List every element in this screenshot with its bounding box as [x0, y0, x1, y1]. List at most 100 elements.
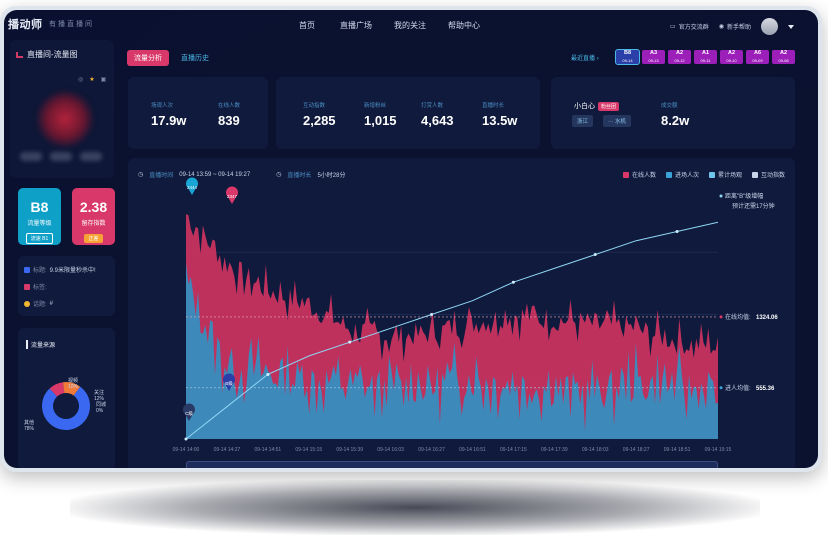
pie-label-pct: 0%: [96, 408, 104, 414]
series-total-point[interactable]: [266, 372, 270, 376]
recent-live-label: 最近直播 ›: [571, 53, 599, 62]
legend-interaction[interactable]: 互动指数: [751, 170, 785, 179]
x-tick-label: 09-14 19:15: [705, 447, 732, 453]
x-tick-label: 09-14 15:39: [336, 447, 363, 453]
bookmark-icon: [24, 266, 30, 273]
stat-value: 2,285: [303, 113, 336, 128]
online-mean-value: 1324.06: [756, 315, 778, 321]
chip-date: 09-14: [622, 58, 633, 63]
chart-header: ◷ 直播时间 09-14 13:59 ~ 09-14 19:27 ◷ 直播时长 …: [138, 170, 345, 180]
pie-label-text: 关注: [94, 390, 105, 396]
stat-new-fans: 新增粉丝 1,015: [364, 101, 397, 128]
chevron-down-icon[interactable]: [788, 24, 794, 29]
retention-value: 2.38: [79, 199, 108, 215]
recent-live-chip[interactable]: B8 09-14: [615, 49, 640, 65]
legend-online[interactable]: 在线人数: [622, 170, 656, 179]
x-tick-label: 09-14 14:00: [173, 447, 200, 453]
x-tick-label: 09-14 17:39: [541, 447, 568, 453]
pie-slice[interactable]: [42, 386, 90, 430]
stat-tippers: 打赏人数 4,643: [421, 101, 454, 128]
checkbox-icon: [708, 171, 715, 178]
guide-link[interactable]: ◉ 新手帮助: [719, 22, 751, 31]
recent-live-chip[interactable]: A2 09-08: [772, 50, 795, 64]
info-key: 标题:: [33, 268, 47, 274]
pie-slice[interactable]: [62, 382, 81, 396]
fan-club-badge: 粉丝团: [598, 101, 620, 111]
chip-level: A3: [649, 50, 658, 56]
anchor-name-text: 小白心: [574, 103, 595, 110]
chip-level: A6: [753, 50, 762, 56]
page-title-text: 直播间-流量图: [27, 50, 78, 59]
tab-live-history[interactable]: 直播历史: [181, 55, 209, 62]
peak-entries-label: 2444: [187, 185, 198, 190]
level-marker-b-pin[interactable]: [223, 373, 235, 391]
stat-label: 成交额: [661, 103, 678, 109]
pie-slice[interactable]: [49, 382, 65, 397]
recent-live-text: 最近直播: [571, 56, 596, 62]
series-entries-area: [186, 262, 718, 439]
peak-entries-pin[interactable]: [186, 177, 198, 195]
chat-icon: ▭: [670, 24, 676, 30]
recent-live-chip[interactable]: A3 09-13: [642, 50, 665, 64]
eye-icon[interactable]: ◎: [78, 77, 84, 83]
series-total-point[interactable]: [184, 437, 188, 441]
flow-chart-panel: 在线均值: 1324.06 进人均值: 555.36 距离"B"级增幅 预计还需17分钟 2…: [128, 158, 795, 468]
level-marker-c-pin[interactable]: [183, 403, 195, 421]
engagement-stats-card: 互动指数 2,285 新增粉丝 1,015 打赏人数 4,643 直播时长 13…: [276, 77, 540, 149]
nav-home[interactable]: 首页: [299, 21, 315, 30]
series-total-point[interactable]: [348, 340, 352, 344]
recent-live-chip[interactable]: A6 09-09: [746, 50, 769, 64]
nav-live-square[interactable]: 直播广场: [340, 21, 372, 30]
star-icon[interactable]: ★: [89, 77, 95, 83]
page-title: 直播间-流量图: [16, 49, 78, 60]
chip-date: 09-08: [778, 58, 789, 63]
group-link[interactable]: ▭ 官方交流群: [670, 22, 709, 31]
recent-live-chip[interactable]: A2 09-12: [668, 50, 691, 64]
pie-label-pct: 10%: [68, 384, 79, 390]
brand-logo[interactable]: 播动师: [8, 19, 43, 31]
chip-level: A2: [779, 50, 788, 56]
top-right-actions: ▭ 官方交流群 ◉ 新手帮助: [670, 18, 794, 35]
device-shadow: [70, 480, 760, 535]
stat-value: 839: [218, 113, 240, 128]
legend-entries[interactable]: 进场人次: [665, 170, 699, 179]
user-avatar[interactable]: [761, 18, 778, 35]
online-mean-marker: [719, 315, 723, 319]
chevron-right-icon[interactable]: ›: [596, 56, 599, 62]
stat-label: 在线人数: [218, 103, 241, 109]
flow-level-card[interactable]: B8 流量等级 流速 B1: [18, 188, 61, 245]
legend-label: 在线人数: [631, 173, 656, 179]
legend-total[interactable]: 累计场观: [708, 170, 742, 179]
retention-label: 留存指数: [81, 221, 106, 227]
info-value: 9.9米限量秒杀中!: [49, 268, 96, 274]
stat-label: 互动指数: [303, 103, 326, 109]
pie-label-follow: 关注 12%: [94, 390, 104, 402]
nav-help[interactable]: 帮助中心: [448, 21, 480, 30]
share-icon[interactable]: ▣: [100, 77, 107, 83]
series-total-point[interactable]: [511, 280, 515, 284]
series-total-point[interactable]: [430, 313, 434, 316]
series-total-point[interactable]: [593, 253, 597, 257]
chart-icon: [16, 51, 23, 58]
entries-mean-key: 进人均值:: [725, 384, 751, 392]
retention-card[interactable]: 2.38 留存指数 正差: [72, 188, 115, 245]
tab-flow-analysis[interactable]: 流量分析: [127, 50, 169, 66]
flow-level-label: 流量等级: [27, 221, 52, 227]
checkbox-icon: [665, 171, 672, 178]
recent-live-chip[interactable]: A2 09-10: [720, 50, 743, 64]
recent-live-chip[interactable]: A1 09-11: [694, 50, 717, 64]
upgrade-hint-text: 距离"B"级增幅: [725, 192, 763, 200]
recent-live-chips: B8 09-14 A3 09-13 A2 09-12 A1 09-11 A2 09-10 A6 09-…: [615, 49, 795, 65]
stat-gmv: 成交额 8.2w: [661, 101, 689, 128]
nav-following[interactable]: 我的关注: [394, 21, 426, 30]
chip-level: A1: [701, 50, 710, 56]
x-tick-label: 09-14 14:27: [214, 447, 241, 453]
retention-tag: 正差: [84, 234, 103, 243]
live-duration-key: 直播时长: [287, 173, 312, 179]
live-time-key: 直播时间: [149, 173, 174, 179]
anchor-avatar[interactable]: [36, 90, 94, 148]
live-info-panel: 标题: 9.9米限量秒杀中! 标签: 话题: #: [18, 256, 115, 316]
peak-online-pin[interactable]: [226, 186, 238, 204]
series-total-point[interactable]: [675, 230, 679, 233]
chart-zoom-slider[interactable]: [186, 461, 718, 468]
